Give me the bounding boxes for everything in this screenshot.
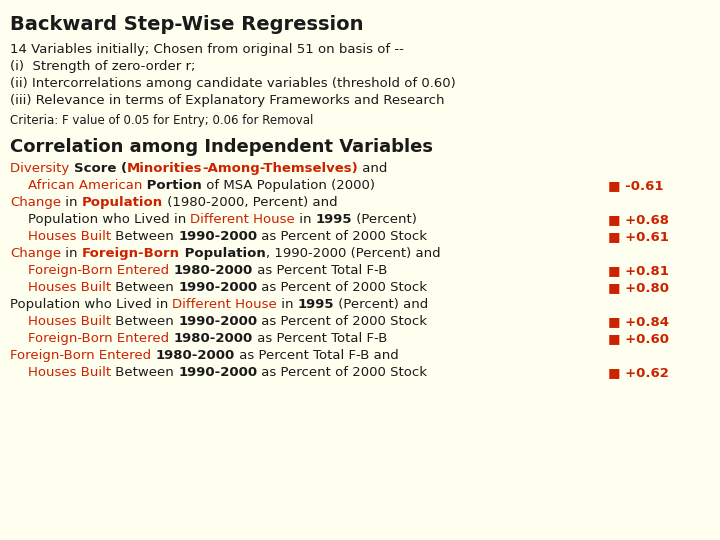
Text: and: and: [358, 162, 387, 175]
Text: (Percent) and: (Percent) and: [335, 298, 428, 311]
Text: , 1990-2000 (Percent) and: , 1990-2000 (Percent) and: [266, 247, 440, 260]
Text: (iii) Relevance in terms of Explanatory Frameworks and Research: (iii) Relevance in terms of Explanatory …: [10, 94, 444, 107]
Text: (Percent): (Percent): [353, 213, 418, 226]
Text: Between: Between: [111, 366, 178, 379]
Text: ■ +0.81: ■ +0.81: [608, 264, 670, 277]
Text: Population who Lived in: Population who Lived in: [28, 213, 191, 226]
Text: Houses Built: Houses Built: [28, 281, 111, 294]
Text: (i)  Strength of zero-order r;: (i) Strength of zero-order r;: [10, 60, 195, 73]
Text: in: in: [277, 298, 298, 311]
Text: Population who Lived in: Population who Lived in: [10, 298, 173, 311]
Text: in: in: [61, 247, 82, 260]
Text: ■ -0.61: ■ -0.61: [608, 179, 664, 192]
Text: 1990-2000: 1990-2000: [178, 366, 257, 379]
Text: Score (: Score (: [73, 162, 127, 175]
Text: as Percent Total F-B: as Percent Total F-B: [253, 332, 387, 345]
Text: Criteria: F value of 0.05 for Entry; 0.06 for Removal: Criteria: F value of 0.05 for Entry; 0.0…: [10, 114, 313, 127]
Text: 1995: 1995: [316, 213, 353, 226]
Text: 1990-2000: 1990-2000: [178, 315, 257, 328]
Text: 1980-2000: 1980-2000: [174, 264, 253, 277]
Text: ■ +0.60: ■ +0.60: [608, 332, 670, 345]
Text: of MSA Population (2000): of MSA Population (2000): [202, 179, 375, 192]
Text: 14 Variables initially; Chosen from original 51 on basis of --: 14 Variables initially; Chosen from orig…: [10, 43, 404, 56]
Text: ■ +0.68: ■ +0.68: [608, 213, 670, 226]
Text: Foreign-Born Entered: Foreign-Born Entered: [10, 349, 151, 362]
Text: Houses Built: Houses Built: [28, 366, 111, 379]
Text: (1980-2000, Percent) and: (1980-2000, Percent) and: [163, 196, 338, 209]
Text: -Among-Themselves): -Among-Themselves): [202, 162, 358, 175]
Text: Houses Built: Houses Built: [28, 315, 111, 328]
Text: Between: Between: [111, 230, 178, 243]
Text: as Percent of 2000 Stock: as Percent of 2000 Stock: [257, 281, 427, 294]
Text: Different House: Different House: [173, 298, 277, 311]
Text: 1980-2000: 1980-2000: [174, 332, 253, 345]
Text: Foreign-Born Entered: Foreign-Born Entered: [28, 264, 169, 277]
Text: as Percent of 2000 Stock: as Percent of 2000 Stock: [257, 230, 427, 243]
Text: Correlation among Independent Variables: Correlation among Independent Variables: [10, 138, 433, 156]
Text: ■ +0.62: ■ +0.62: [608, 366, 670, 379]
Text: as Percent of 2000 Stock: as Percent of 2000 Stock: [257, 315, 427, 328]
Text: 1990-2000: 1990-2000: [178, 230, 257, 243]
Text: in: in: [295, 213, 316, 226]
Text: Diversity: Diversity: [10, 162, 73, 175]
Text: Foreign-Born: Foreign-Born: [82, 247, 180, 260]
Text: Between: Between: [111, 315, 178, 328]
Text: Change: Change: [10, 247, 61, 260]
Text: Different House: Different House: [191, 213, 295, 226]
Text: as Percent Total F-B and: as Percent Total F-B and: [235, 349, 398, 362]
Text: Foreign-Born Entered: Foreign-Born Entered: [28, 332, 169, 345]
Text: ■ +0.61: ■ +0.61: [608, 230, 670, 243]
Text: as Percent of 2000 Stock: as Percent of 2000 Stock: [257, 366, 427, 379]
Text: 1980-2000: 1980-2000: [156, 349, 235, 362]
Text: 1995: 1995: [298, 298, 335, 311]
Text: Population: Population: [82, 196, 163, 209]
Text: Minorities: Minorities: [127, 162, 202, 175]
Text: Backward Step-Wise Regression: Backward Step-Wise Regression: [10, 15, 364, 34]
Text: in: in: [61, 196, 82, 209]
Text: African American: African American: [28, 179, 143, 192]
Text: Houses Built: Houses Built: [28, 230, 111, 243]
Text: Between: Between: [111, 281, 178, 294]
Text: Change: Change: [10, 196, 61, 209]
Text: Portion: Portion: [143, 179, 202, 192]
Text: as Percent Total F-B: as Percent Total F-B: [253, 264, 387, 277]
Text: (ii) Intercorrelations among candidate variables (threshold of 0.60): (ii) Intercorrelations among candidate v…: [10, 77, 456, 90]
Text: ■ +0.84: ■ +0.84: [608, 315, 670, 328]
Text: 1990-2000: 1990-2000: [178, 281, 257, 294]
Text: Population: Population: [180, 247, 266, 260]
Text: ■ +0.80: ■ +0.80: [608, 281, 670, 294]
